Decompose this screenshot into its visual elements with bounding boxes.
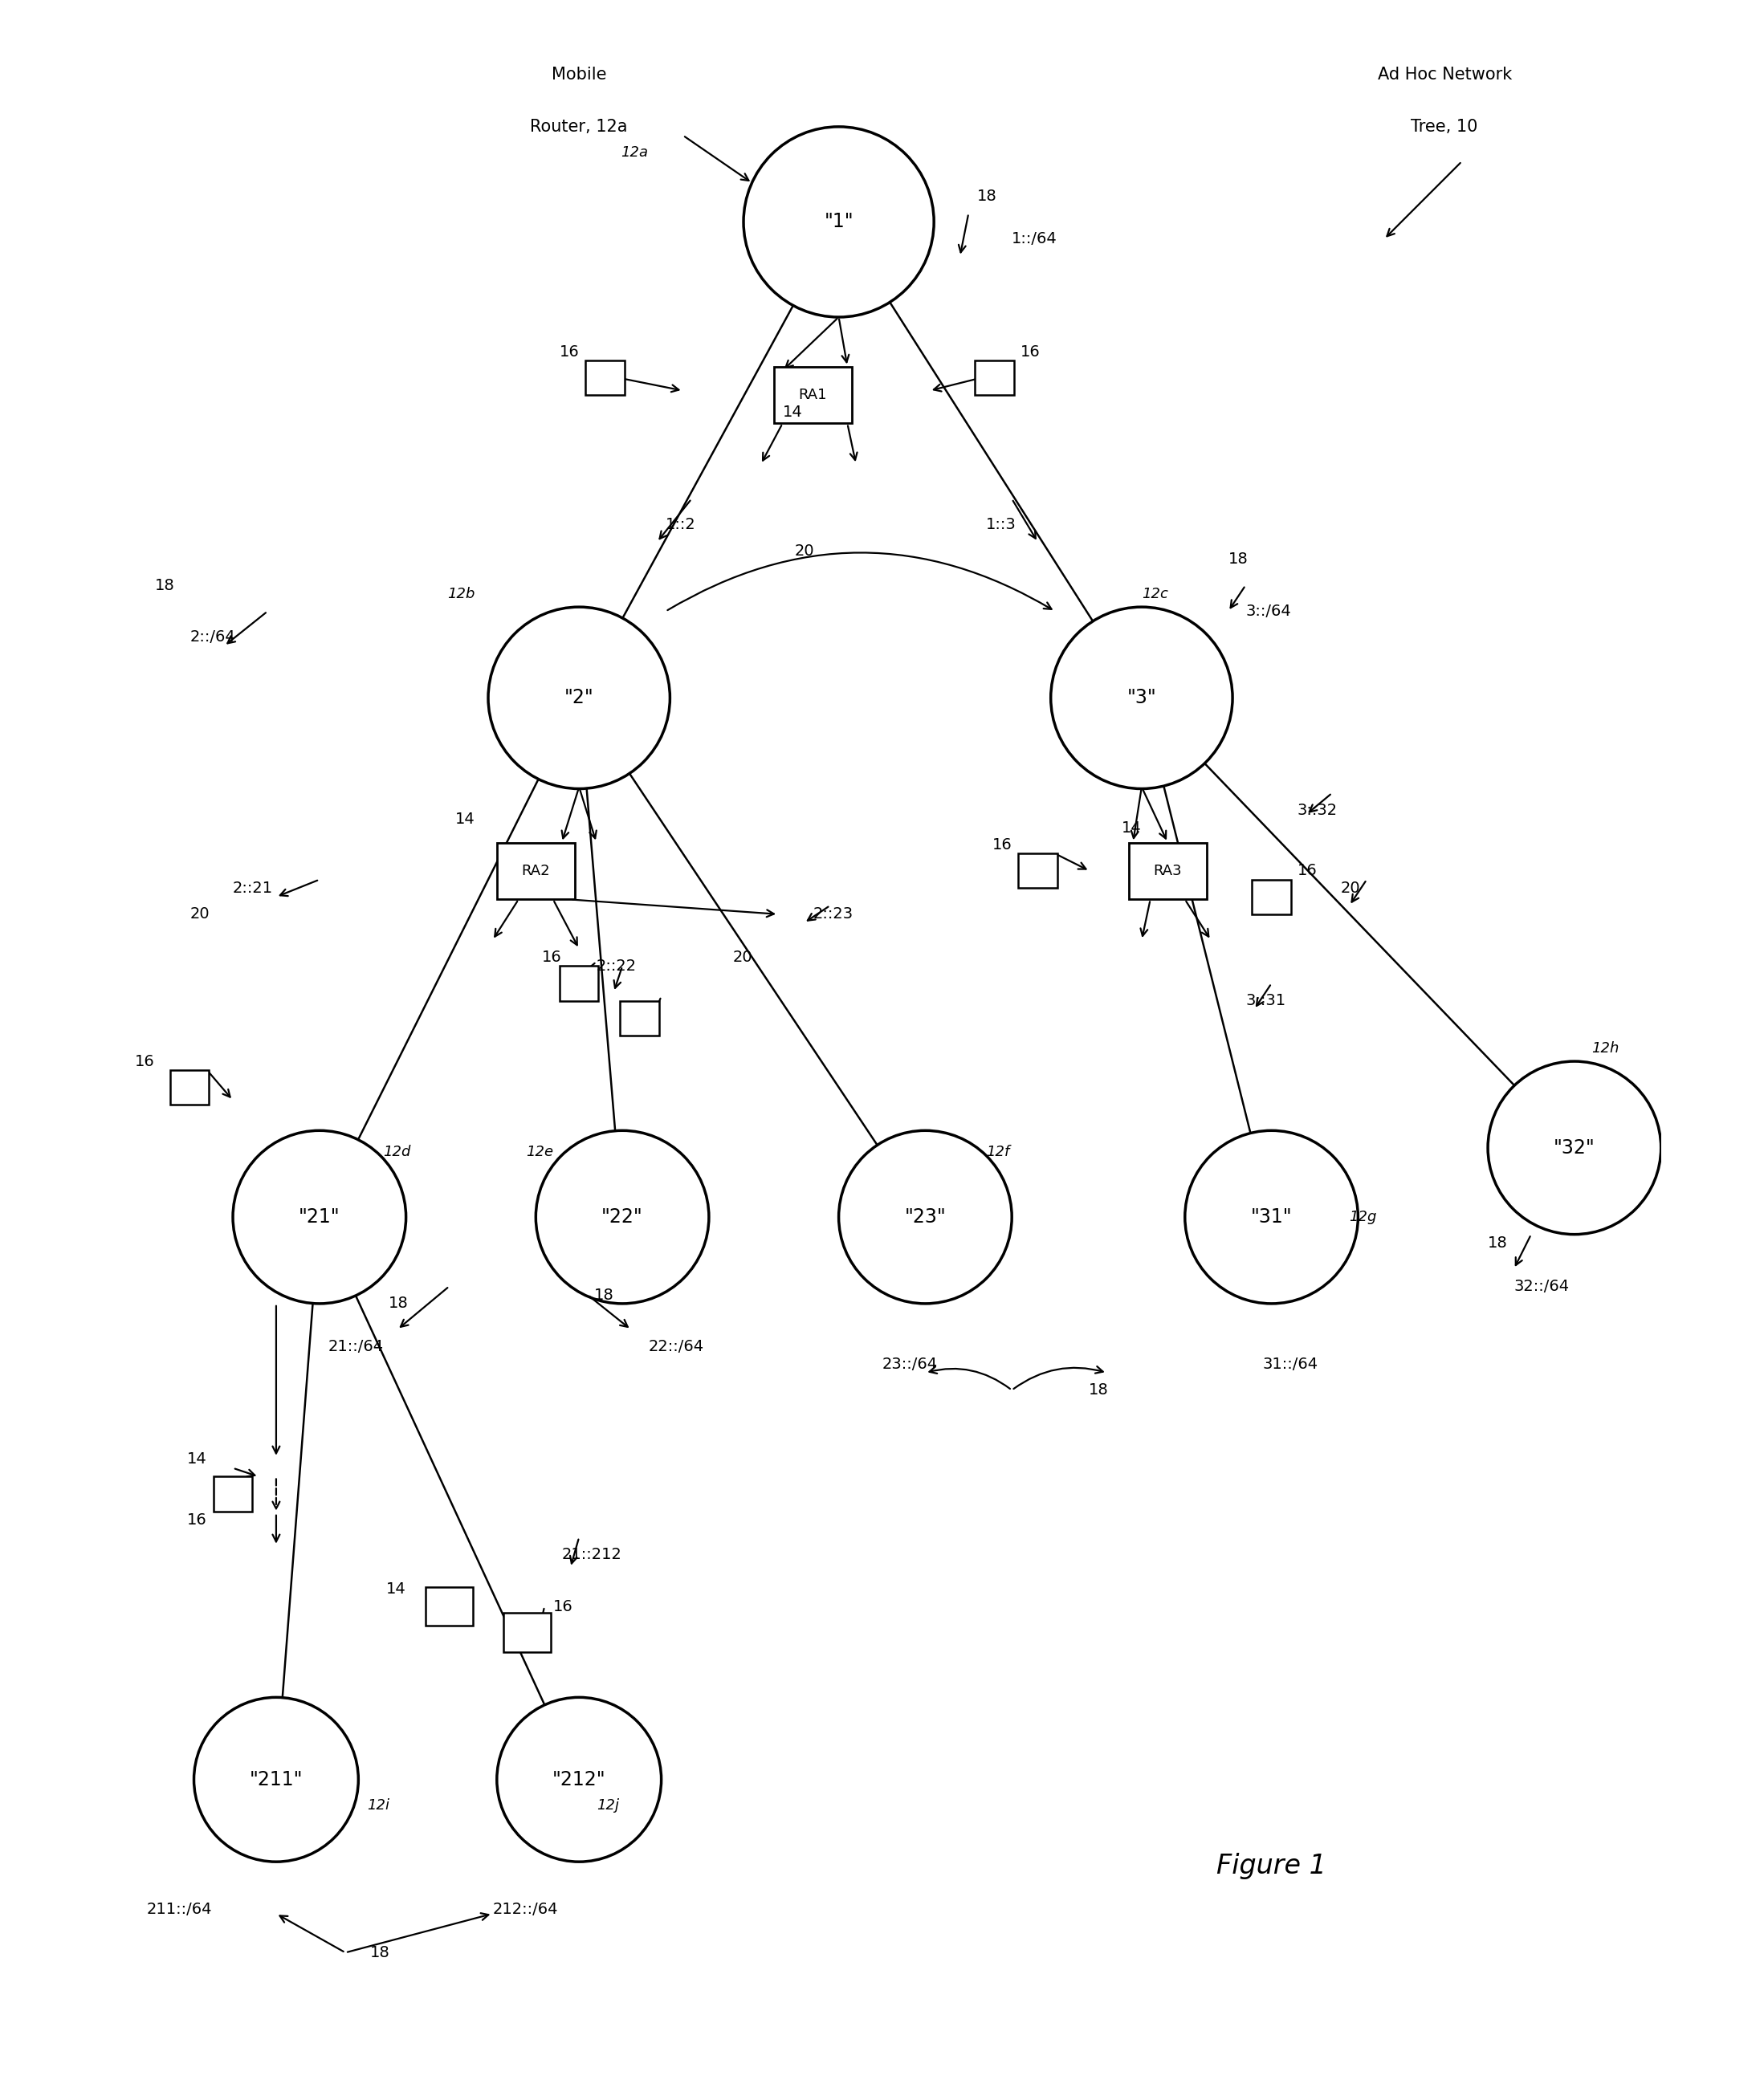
Text: 12f: 12f [986,1144,1009,1159]
Circle shape [743,127,933,317]
Circle shape [1185,1130,1358,1303]
FancyBboxPatch shape [213,1476,252,1512]
Text: "1": "1" [824,213,854,232]
Text: 2::22: 2::22 [596,958,637,973]
Text: 31::/64: 31::/64 [1263,1357,1318,1372]
Text: Router, 12a: Router, 12a [531,119,628,136]
Text: 3::31: 3::31 [1245,994,1286,1009]
Text: RA1: RA1 [799,388,827,403]
Text: 12a: 12a [621,146,649,161]
Text: 12e: 12e [526,1144,554,1159]
Text: 16: 16 [1021,345,1041,359]
Text: 20: 20 [189,906,210,921]
Text: "212": "212" [552,1771,605,1789]
Text: 16: 16 [559,345,579,359]
Text: Tree, 10: Tree, 10 [1411,119,1478,136]
Text: 20: 20 [732,950,751,965]
FancyBboxPatch shape [497,844,575,900]
Text: 20: 20 [1341,881,1360,896]
Text: "22": "22" [602,1207,644,1228]
Text: 22::/64: 22::/64 [649,1338,704,1355]
Text: 16: 16 [991,837,1013,852]
Text: 16: 16 [187,1512,206,1528]
Text: 14: 14 [187,1451,206,1468]
FancyBboxPatch shape [559,967,598,1000]
Text: 1::/64: 1::/64 [1013,232,1057,246]
Circle shape [194,1698,358,1862]
Text: "31": "31" [1251,1207,1293,1228]
Circle shape [1487,1061,1662,1234]
Circle shape [536,1130,709,1303]
Text: 12g: 12g [1349,1209,1378,1224]
Text: 1::2: 1::2 [665,518,697,532]
Text: 14: 14 [386,1581,406,1597]
Text: 212::/64: 212::/64 [492,1902,557,1917]
Text: 20: 20 [794,543,813,557]
Text: 16: 16 [542,950,561,965]
FancyBboxPatch shape [586,361,624,395]
Text: 3::/64: 3::/64 [1245,603,1291,618]
Text: "2": "2" [564,689,594,708]
Circle shape [1051,608,1233,789]
Text: 16: 16 [1298,862,1318,879]
Text: "3": "3" [1127,689,1157,708]
FancyBboxPatch shape [621,1000,660,1036]
FancyBboxPatch shape [1252,879,1291,915]
Text: Mobile: Mobile [552,67,607,84]
Text: 2::23: 2::23 [813,906,854,921]
Text: 2::/64: 2::/64 [189,631,235,645]
Text: 23::/64: 23::/64 [882,1357,937,1372]
Text: 12i: 12i [367,1798,390,1812]
Text: Ad Hoc Network: Ad Hoc Network [1378,67,1512,84]
Text: 18: 18 [370,1946,390,1961]
Text: 12c: 12c [1141,587,1168,601]
FancyBboxPatch shape [425,1587,473,1627]
Text: "32": "32" [1554,1138,1595,1157]
Text: 18: 18 [1228,551,1249,568]
Text: 18: 18 [155,578,175,593]
Text: 1::3: 1::3 [986,518,1016,532]
Text: 211::/64: 211::/64 [146,1902,212,1917]
Text: 2::21: 2::21 [233,881,273,896]
FancyBboxPatch shape [1129,844,1207,900]
Text: Figure 1: Figure 1 [1217,1852,1327,1879]
Text: 14: 14 [455,812,475,827]
FancyBboxPatch shape [503,1612,550,1652]
Text: 18: 18 [1088,1382,1108,1397]
FancyBboxPatch shape [169,1069,210,1105]
Text: "211": "211" [249,1771,303,1789]
FancyBboxPatch shape [1018,854,1057,887]
Text: 21::/64: 21::/64 [328,1338,383,1355]
Text: "21": "21" [298,1207,340,1228]
Text: 18: 18 [388,1297,409,1311]
Text: 18: 18 [594,1288,614,1303]
Text: 14: 14 [783,405,803,420]
Circle shape [489,608,670,789]
Circle shape [497,1698,662,1862]
Text: 18: 18 [977,188,997,203]
Text: 12d: 12d [383,1144,411,1159]
Text: 3::32: 3::32 [1298,802,1337,818]
Text: 14: 14 [1122,821,1141,835]
Text: RA3: RA3 [1154,864,1182,879]
Text: 32::/64: 32::/64 [1514,1278,1570,1295]
Circle shape [233,1130,406,1303]
FancyBboxPatch shape [774,367,852,424]
Circle shape [838,1130,1013,1303]
Text: 12b: 12b [448,587,475,601]
Text: 12h: 12h [1591,1042,1619,1057]
Text: "23": "23" [905,1207,946,1228]
Text: 21::212: 21::212 [561,1547,623,1562]
Text: RA2: RA2 [522,864,550,879]
Text: 12j: 12j [596,1798,619,1812]
Text: 16: 16 [136,1054,155,1069]
FancyBboxPatch shape [975,361,1014,395]
Text: 18: 18 [1487,1236,1508,1251]
Text: 16: 16 [554,1599,573,1614]
